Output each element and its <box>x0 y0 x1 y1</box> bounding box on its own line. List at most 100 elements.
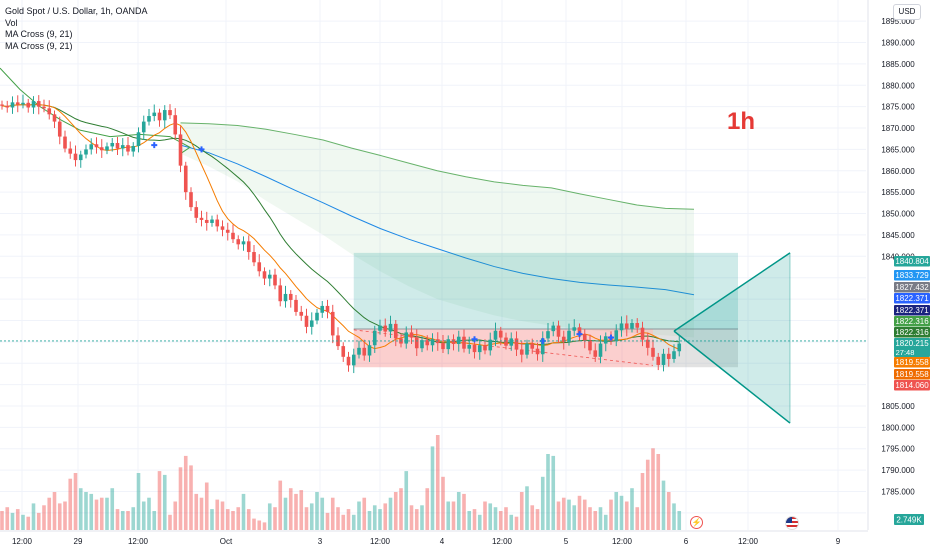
candle <box>388 323 393 332</box>
volume-bar <box>530 505 535 530</box>
volume-bar <box>210 509 214 530</box>
volume-bar <box>624 501 629 530</box>
candle <box>546 331 550 339</box>
volume-bar <box>425 488 430 530</box>
candle <box>346 356 351 366</box>
x-tick-label: 3 <box>318 537 323 546</box>
volume-bar <box>78 488 83 530</box>
candle <box>157 112 162 121</box>
candle <box>126 145 130 152</box>
countdown-label: 27:48 <box>896 348 915 357</box>
volume-bar <box>462 493 466 530</box>
candle <box>393 323 398 339</box>
volume-bar <box>283 497 288 530</box>
price-tag <box>894 282 930 293</box>
candle <box>304 315 309 327</box>
volume-bar <box>336 507 340 530</box>
volume-bar <box>320 497 325 530</box>
ma-cloud <box>180 122 694 338</box>
cross-marker <box>198 146 205 153</box>
y-tick-label: 1855.000 <box>881 188 915 197</box>
volume-bar <box>561 497 566 530</box>
diag-line <box>353 329 654 366</box>
candle <box>162 110 167 121</box>
volume-bar <box>472 509 477 530</box>
legend-vol: Vol <box>5 17 18 28</box>
candle <box>241 241 246 245</box>
volume-bar <box>477 514 482 530</box>
candle <box>94 144 99 148</box>
candle <box>504 337 508 346</box>
volume-bar <box>178 467 183 530</box>
volume-bar <box>619 495 624 530</box>
candle <box>446 339 451 350</box>
candle <box>194 207 199 218</box>
timeframe-annotation: 1h <box>727 108 756 135</box>
candle <box>215 219 220 227</box>
lightning-icon[interactable]: ⚡ <box>690 516 703 529</box>
candle <box>551 325 556 332</box>
y-tick-label: 1795.000 <box>881 445 915 454</box>
candle <box>488 339 493 351</box>
volume-bar <box>383 503 388 530</box>
volume-bar <box>189 465 193 530</box>
candle <box>640 327 645 340</box>
candle <box>120 145 125 149</box>
candle <box>477 345 482 353</box>
volume-bar <box>126 511 130 530</box>
volume-bar <box>362 497 367 530</box>
candle <box>267 274 272 279</box>
volume-bar <box>273 507 277 530</box>
candle <box>409 332 414 338</box>
volume-bar <box>446 501 451 530</box>
candle <box>199 217 204 220</box>
volume-bar <box>225 509 230 530</box>
x-tick-label: 5 <box>564 537 569 546</box>
candle <box>672 351 676 359</box>
legend-symbol: Gold Spot / U.S. Dollar, 1h, OANDA <box>5 6 148 16</box>
volume-bar <box>672 503 676 530</box>
volume-bar <box>666 492 671 530</box>
price-tag-label: 1833.729 <box>895 271 929 280</box>
us-flag-icon[interactable] <box>785 516 799 530</box>
candle <box>52 114 57 122</box>
currency-button[interactable]: USD <box>893 4 921 20</box>
candle <box>246 241 251 253</box>
y-tick-label: 1875.000 <box>881 103 915 112</box>
x-tick-label: 12:00 <box>738 537 759 546</box>
volume-bar <box>47 497 52 530</box>
y-tick-label: 1805.000 <box>881 402 915 411</box>
volume-bar <box>63 501 67 530</box>
volume-bar <box>105 497 109 530</box>
candle <box>367 345 372 356</box>
candle <box>661 353 666 365</box>
cross-marker <box>576 331 583 338</box>
candle <box>278 285 283 302</box>
x-tick-label: 29 <box>74 537 83 546</box>
volume-bar <box>325 512 330 530</box>
candle <box>357 347 361 355</box>
volume-bar <box>367 511 372 530</box>
x-tick-label: 4 <box>440 537 445 546</box>
candle <box>31 101 36 108</box>
volume-bar <box>68 478 73 530</box>
candle <box>299 311 304 316</box>
candle <box>141 121 146 133</box>
candle <box>577 327 582 335</box>
volume-bar <box>677 511 682 530</box>
volume-bar <box>598 507 603 530</box>
candle <box>598 343 603 357</box>
volume-bar <box>0 511 4 530</box>
volume-bar <box>220 501 225 530</box>
x-tick-label: 6 <box>684 537 689 546</box>
volume-bar <box>236 507 241 530</box>
volume-bar <box>399 488 403 530</box>
candle <box>404 332 409 344</box>
y-tick-label: 1890.000 <box>881 38 915 47</box>
volume-bar <box>136 473 141 530</box>
candle <box>36 101 41 107</box>
x-tick-label: Oct <box>220 537 233 546</box>
volume-bar <box>309 503 314 530</box>
stop-zone <box>353 329 653 368</box>
